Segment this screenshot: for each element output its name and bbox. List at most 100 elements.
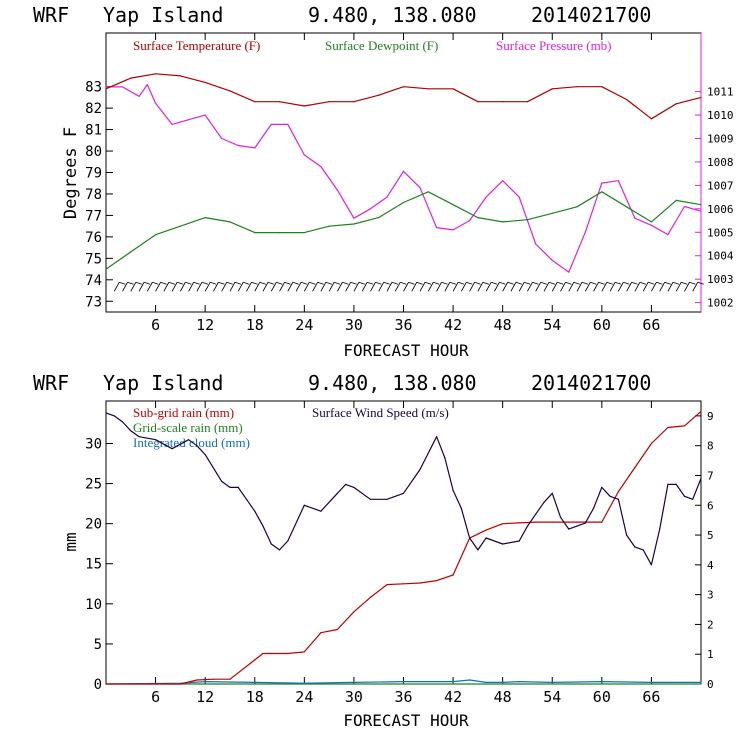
panel2-series	[105, 410, 702, 685]
wind-barb-flag	[292, 281, 299, 285]
y-tick-label: 77	[85, 208, 102, 224]
y-tick-label: 81	[85, 123, 102, 139]
wind-speed-line-point	[543, 501, 545, 503]
temperature-panel: WRF Yap Island 9.480, 138.080 2014021700…	[33, 3, 734, 360]
wind-barb-flag	[557, 281, 564, 285]
wind-barb-flag	[367, 281, 374, 285]
wind-speed-line-point	[551, 492, 553, 494]
wind-barb	[113, 282, 120, 292]
legend-wind-speed: Surface Wind Speed (m/s)	[312, 405, 449, 420]
wind-barb	[155, 282, 161, 292]
x-tick-label: 60	[593, 316, 611, 334]
y2-tick-label: 1010	[707, 109, 734, 122]
x-tick-label: 30	[345, 316, 363, 334]
subgrid-rain-line-point	[105, 683, 107, 685]
pressure-line-point	[386, 196, 388, 198]
panel2-y-axis-label: mm	[61, 532, 80, 551]
wind-barb-flag	[672, 281, 680, 285]
wind-barb	[584, 282, 591, 292]
wind-barb-flag	[135, 281, 142, 285]
wind-barb	[551, 282, 558, 292]
wind-barb-flag	[581, 281, 589, 285]
wind-barb-flag	[565, 281, 572, 285]
wind-barb-flag	[276, 281, 283, 285]
integrated-cloud-line-point	[518, 681, 520, 683]
wind-barb-flag	[218, 281, 225, 285]
wind-speed-line-point	[155, 439, 157, 441]
pressure-line-point	[518, 196, 520, 198]
wind-barb	[328, 282, 335, 292]
wind-speed-line-point	[204, 454, 206, 456]
wind-barb-flag	[251, 281, 258, 285]
wind-speed-line-point	[345, 483, 347, 485]
wind-speed-line-point	[196, 445, 198, 447]
wind-speed-line-point	[609, 495, 611, 497]
subgrid-rain-line-point	[320, 632, 322, 634]
subgrid-rain-line-point	[634, 466, 636, 469]
wind-speed-line-point	[452, 489, 454, 491]
panel1-x-axis-label: FORECAST HOUR	[343, 341, 469, 360]
temperature-line-point	[576, 86, 578, 88]
wind-speed-line-point	[105, 412, 107, 414]
wind-barb	[171, 282, 178, 292]
temperature-line-point	[601, 86, 603, 88]
pressure-line-point	[237, 144, 239, 147]
wind-barb	[419, 282, 426, 292]
x-tick-label: 54	[543, 316, 561, 334]
wind-barb	[394, 282, 401, 292]
wind-barb-flag	[416, 281, 423, 285]
temperature-line-point	[675, 103, 677, 105]
wind-barb-flag	[267, 281, 275, 285]
wind-barb	[527, 282, 533, 292]
wind-speed-line-point	[320, 510, 322, 512]
wind-barb-flag	[391, 281, 399, 285]
panel1-coords: 9.480, 138.080	[308, 3, 477, 27]
wind-barb-flag	[598, 281, 605, 285]
wind-speed-line-point	[171, 448, 173, 450]
wind-speed-line-point	[526, 525, 529, 527]
wind-barb	[188, 282, 194, 292]
integrated-cloud-line-point	[469, 679, 471, 681]
wind-barb-flag	[457, 281, 465, 285]
wind-speed-line-point	[278, 549, 281, 551]
wind-barb-flag	[491, 281, 498, 285]
wind-barb	[568, 282, 575, 292]
wind-barb	[634, 282, 641, 292]
temperature-line-point	[477, 101, 479, 103]
wind-barb	[469, 282, 475, 292]
wind-barb	[618, 282, 624, 292]
x-tick-label: 48	[494, 316, 512, 334]
wind-barb	[122, 282, 128, 292]
pressure-line-point	[171, 123, 173, 125]
integrated-cloud-line-point	[303, 682, 305, 684]
y-tick-label: 79	[85, 166, 102, 182]
wind-barb-flag	[300, 281, 308, 285]
wind-barb	[502, 282, 509, 292]
pressure-line-point	[667, 234, 669, 236]
wind-barb-flag	[284, 281, 291, 285]
wind-speed-line-point	[460, 507, 462, 509]
wind-speed-line-point	[130, 430, 132, 432]
y-tick-label: 75	[85, 251, 102, 267]
pressure-line-point	[287, 123, 289, 125]
pressure-line-point	[105, 86, 107, 88]
wind-barb-flag	[234, 281, 242, 285]
pressure-line-point	[402, 170, 405, 172]
x-tick-label: 60	[593, 688, 611, 706]
wind-barb	[353, 282, 360, 292]
subgrid-rain-line-point	[568, 521, 570, 523]
panel2-location: Yap Island	[103, 371, 223, 395]
wind-speed-line-point	[113, 415, 115, 417]
wind-barb-flag	[210, 281, 217, 285]
y-tick-label: 5	[94, 637, 102, 653]
wind-speed-line-point	[477, 549, 479, 551]
x-tick-label: 18	[246, 316, 264, 334]
wind-barb-flag	[507, 281, 514, 285]
subgrid-rain-line-point	[683, 425, 686, 427]
dewpoint-line-point	[130, 251, 132, 253]
wind-barb	[237, 282, 244, 292]
y2-tick-label: 1007	[707, 179, 734, 192]
x-tick-label: 30	[345, 688, 363, 706]
wind-barb	[180, 282, 186, 292]
wind-speed-line-point	[254, 510, 256, 512]
